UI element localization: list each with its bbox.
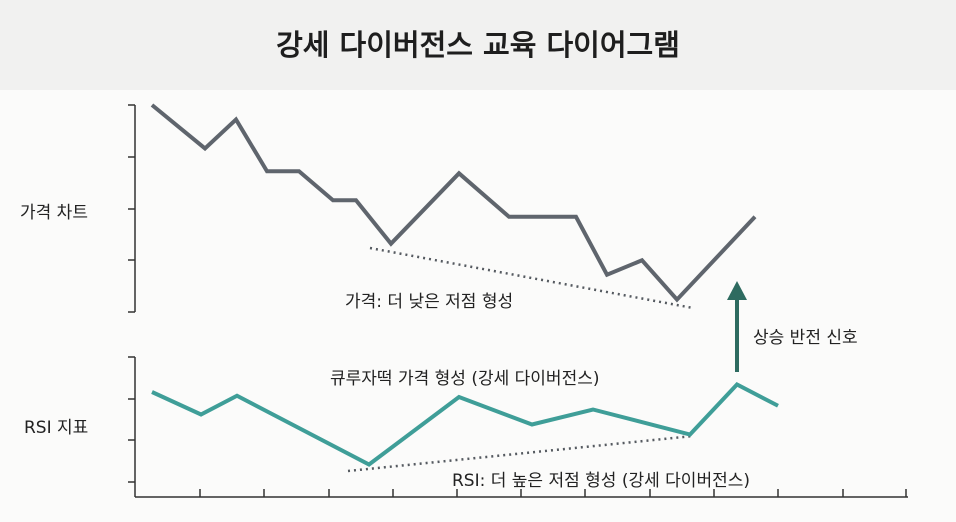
- rsi-caption: 큐루자떡 가격 형성 (강세 다이버전스): [330, 369, 599, 389]
- price-line: [150, 103, 757, 303]
- rsi-trendline: [347, 434, 694, 473]
- price-trend-label: 가격: 더 낮은 저점 형성: [345, 292, 513, 312]
- signal-label: 상승 반전 신호: [753, 328, 858, 348]
- price-panel-label: 가격 차트: [20, 203, 88, 223]
- page-title: 강세 다이버전스 교육 다이어그램: [276, 28, 680, 62]
- rsi-line: [151, 382, 779, 467]
- rsi-trend-label: RSI: 더 높은 저점 형성 (강세 다이버전스): [452, 471, 750, 491]
- price-trendline: [369, 246, 694, 310]
- header: 강세 다이버전스 교육 다이어그램: [0, 0, 956, 90]
- rsi-panel-label: RSI 지표: [24, 418, 88, 438]
- signal-arrow: [727, 281, 747, 372]
